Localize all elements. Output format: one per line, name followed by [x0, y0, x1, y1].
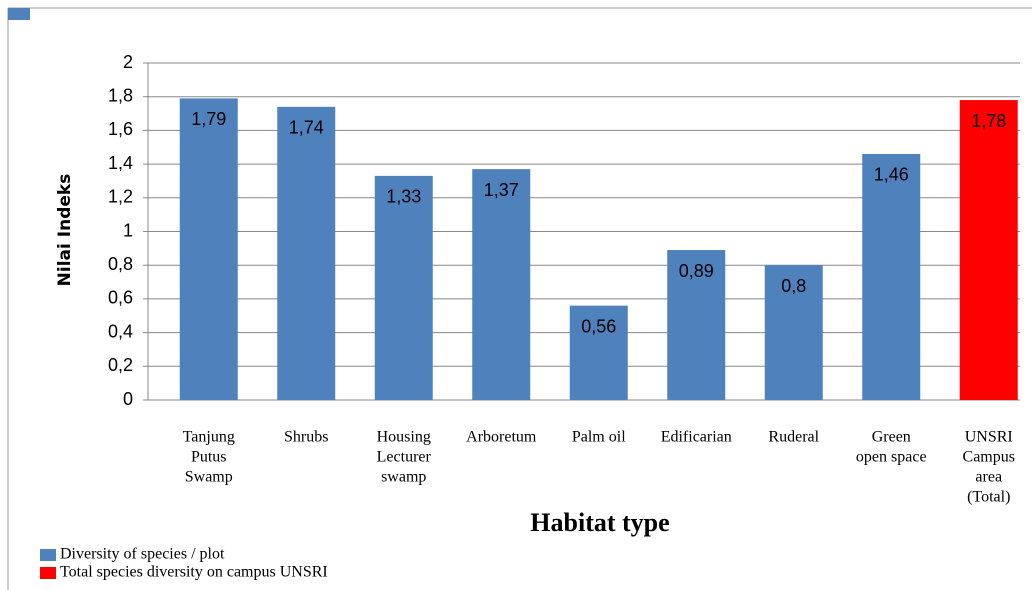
x-tick-label: area: [975, 469, 1002, 486]
bar: [277, 106, 336, 400]
legend-swatch: [40, 549, 56, 561]
legend-swatch: [40, 567, 56, 579]
y-tick-label: 0,8: [108, 254, 133, 274]
data-label: 0,56: [581, 316, 616, 336]
x-tick-label: Tanjung: [183, 429, 235, 446]
legend-label: Diversity of species / plot: [60, 546, 225, 563]
bar: [764, 265, 823, 400]
x-tick-label: swamp: [381, 469, 426, 486]
x-axis-label: Habitat type: [530, 508, 669, 537]
bar: [472, 169, 531, 400]
bar: [179, 98, 238, 400]
legend-label: Total species diversity on campus UNSRI: [60, 564, 328, 581]
y-tick-label: 0: [123, 389, 133, 409]
data-label: 0,89: [679, 261, 714, 281]
bar: [667, 250, 726, 400]
y-tick-label: 1: [123, 220, 133, 240]
x-tick-label: Green: [872, 429, 911, 446]
corner-marker: [8, 8, 30, 20]
x-tick-label: Shrubs: [284, 429, 328, 446]
data-label: 1,37: [484, 180, 519, 200]
y-tick-label: 1,2: [108, 187, 133, 207]
y-tick-label: 1,8: [108, 85, 133, 105]
y-tick-label: 0,2: [108, 355, 133, 375]
data-label: 1,46: [874, 165, 909, 185]
x-tick-label: UNSRI: [965, 429, 1013, 446]
data-label: 0,8: [781, 276, 806, 296]
bar: [959, 100, 1018, 400]
y-tick-label: 1,4: [108, 153, 133, 173]
x-tick-label: open space: [856, 449, 927, 466]
bar: [374, 175, 433, 400]
y-tick-label: 2: [123, 52, 133, 72]
y-tick-label: 0,6: [108, 288, 133, 308]
data-label: 1,74: [289, 118, 324, 138]
data-label: 1,33: [386, 187, 421, 207]
data-label: 1,79: [191, 109, 226, 129]
x-tick-label: Lecturer: [377, 449, 432, 466]
y-tick-label: 0,4: [108, 321, 133, 341]
x-tick-label: Ruderal: [768, 429, 819, 446]
bar: [569, 305, 628, 400]
x-tick-label: Campus: [963, 449, 1015, 466]
y-tick-label: 1,6: [108, 119, 133, 139]
x-tick-label: Palm oil: [572, 429, 626, 446]
bar: [862, 153, 921, 400]
x-tick-label: Arboretum: [466, 429, 537, 446]
y-axis-label: Nilai Indeks: [55, 174, 75, 287]
data-label: 1,78: [971, 111, 1006, 131]
x-tick-label: Putus: [191, 449, 227, 466]
x-tick-label: Housing: [377, 429, 431, 446]
x-tick-label: Edificarian: [661, 429, 732, 446]
x-tick-label: Swamp: [185, 469, 233, 486]
x-tick-label: (Total): [967, 489, 1010, 506]
